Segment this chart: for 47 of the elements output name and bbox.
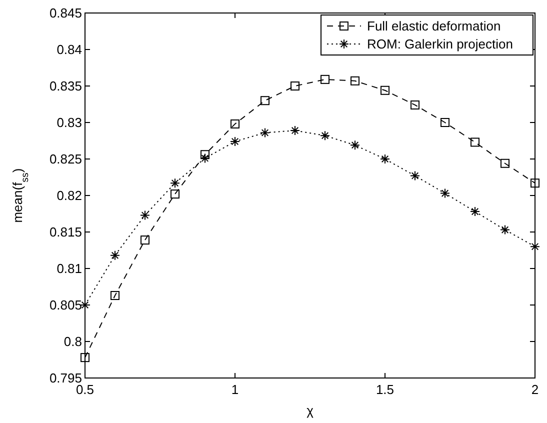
y-tick-label: 0.83: [56, 115, 82, 130]
y-tick-label: 0.845: [49, 6, 82, 21]
point: [110, 291, 120, 300]
point: [170, 178, 180, 188]
point: [140, 236, 150, 245]
point: [350, 76, 360, 86]
x-tick-label: 2: [531, 382, 539, 397]
point: [140, 210, 150, 220]
point: [170, 190, 180, 199]
x-tick-label: 1.5: [376, 382, 394, 397]
point: [530, 242, 540, 252]
point: [110, 250, 120, 260]
y-tick-label: 0.815: [49, 224, 82, 240]
point: [410, 170, 420, 181]
point: [380, 86, 390, 95]
point: [440, 118, 450, 127]
point: [410, 100, 420, 110]
x-axis-title: χ: [306, 403, 314, 418]
point: [230, 119, 240, 128]
y-tick-label: 0.81: [56, 261, 82, 276]
point: [230, 136, 240, 146]
point: [380, 154, 390, 164]
point: [470, 138, 480, 147]
y-tick-label: 0.82: [56, 188, 82, 204]
point: [200, 150, 210, 160]
point: [260, 96, 270, 106]
point: [290, 126, 300, 136]
point: [290, 82, 300, 90]
y-tick-label: 0.805: [49, 298, 82, 313]
y-tick-label: 0.8: [64, 334, 82, 350]
x-tick-label: 1: [231, 382, 239, 397]
legend-label: ROM: Galerkin projection: [367, 36, 513, 52]
point: [440, 188, 450, 198]
point: [320, 130, 330, 141]
point: [500, 158, 510, 168]
point: [500, 224, 510, 235]
point: [350, 140, 360, 150]
legend-label: Full elastic deformation: [367, 18, 501, 34]
y-tick-label: 0.835: [49, 78, 82, 94]
y-tick-label: 0.825: [49, 152, 82, 167]
y-tick-label: 0.84: [56, 42, 82, 58]
point: [260, 128, 270, 138]
point: [80, 353, 90, 362]
point: [470, 206, 480, 217]
point: [530, 178, 540, 188]
point: [200, 153, 210, 164]
point: [320, 74, 330, 84]
